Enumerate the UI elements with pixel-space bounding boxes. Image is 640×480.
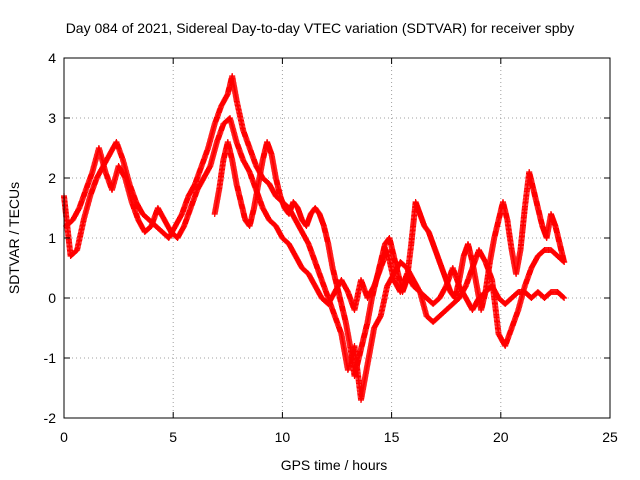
y-tick-label: 4 (48, 50, 56, 66)
x-tick-label: 0 (60, 429, 68, 445)
axis-ticks: 0 5 10 15 20 25 -2 -1 0 1 2 3 4 (44, 50, 618, 445)
y-tick-label: -1 (44, 350, 57, 366)
grid-lines (64, 58, 610, 418)
x-axis-label: GPS time / hours (281, 457, 388, 473)
y-axis-label: SDTVAR / TECUs (6, 182, 22, 294)
series-trace-c-markers (211, 139, 568, 379)
y-tick-label: 1 (48, 230, 56, 246)
x-tick-label: 25 (602, 429, 618, 445)
data-series-group (61, 73, 568, 403)
y-tick-label: 3 (48, 110, 56, 126)
series-trace-b-markers (63, 115, 568, 349)
x-tick-label: 15 (384, 429, 400, 445)
x-tick-label: 5 (169, 429, 177, 445)
y-tick-label: 2 (48, 170, 56, 186)
chart-title: Day 084 of 2021, Sidereal Day-to-day VTE… (66, 20, 575, 36)
y-tick-label: 0 (48, 290, 56, 306)
y-tick-label: -2 (44, 410, 57, 426)
x-tick-label: 10 (275, 429, 291, 445)
x-tick-label: 20 (493, 429, 509, 445)
